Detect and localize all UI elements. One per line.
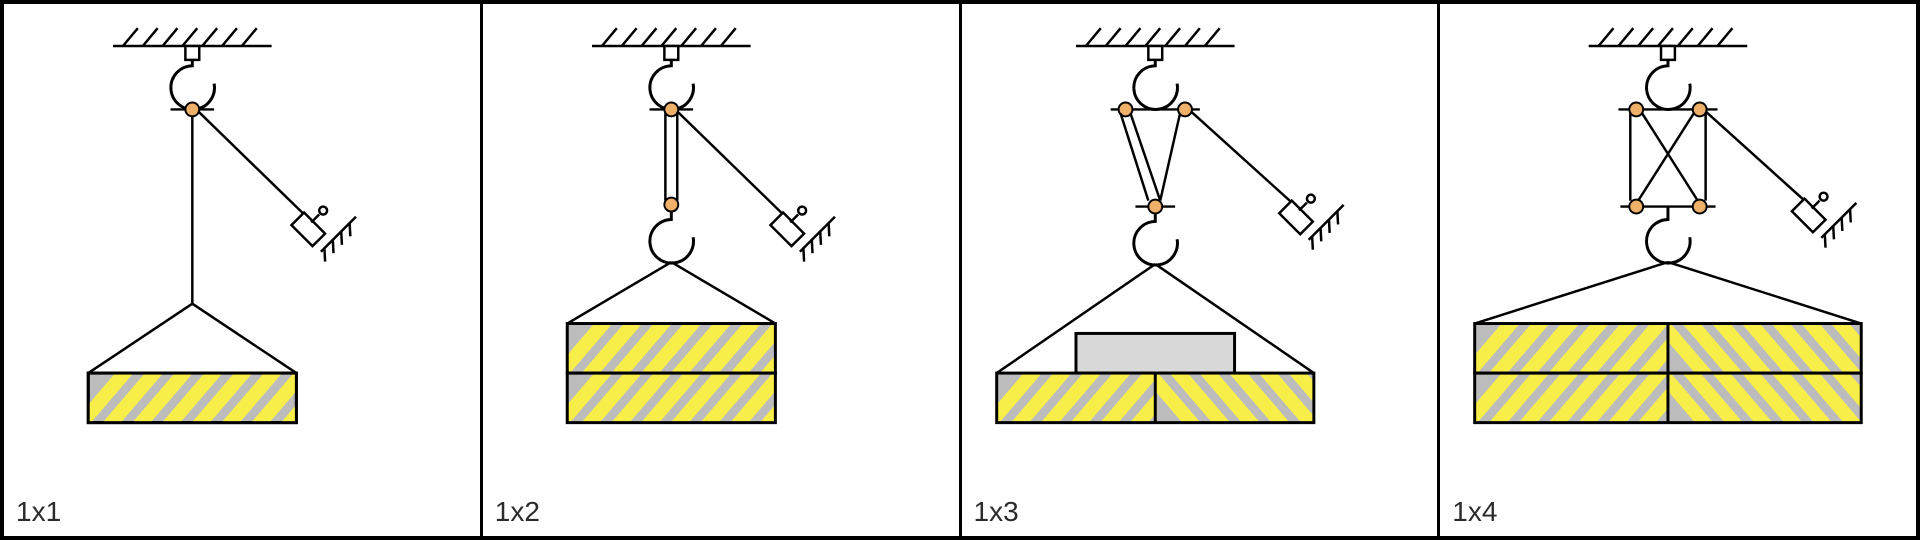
panel-label: 1x4: [1452, 496, 1497, 528]
panel-label: 1x1: [16, 496, 61, 528]
load: [73, 363, 341, 432]
panel-1x3: 1x3: [959, 4, 1438, 536]
winch: [1279, 195, 1344, 250]
panel-1x1: 1x1: [4, 4, 480, 536]
ceiling: [113, 28, 272, 46]
winch: [1792, 193, 1857, 248]
panel-1x4: 1x4: [1437, 4, 1916, 536]
ceiling: [1589, 28, 1748, 46]
winch: [770, 207, 835, 262]
load: [981, 363, 1348, 432]
load: [1460, 314, 1891, 433]
panel-1x2: 1x2: [480, 4, 959, 536]
panel-svg: [962, 4, 1438, 536]
ceiling: [1075, 28, 1234, 46]
winch: [291, 207, 356, 262]
panel-svg: [483, 4, 959, 536]
pulley-diagram-grid: 1x1: [0, 0, 1920, 540]
panel-svg: [1440, 4, 1916, 536]
ceiling: [592, 28, 751, 46]
panel-svg: [4, 4, 480, 536]
panel-label: 1x3: [974, 496, 1019, 528]
panel-label: 1x2: [495, 496, 540, 528]
load: [552, 314, 820, 433]
